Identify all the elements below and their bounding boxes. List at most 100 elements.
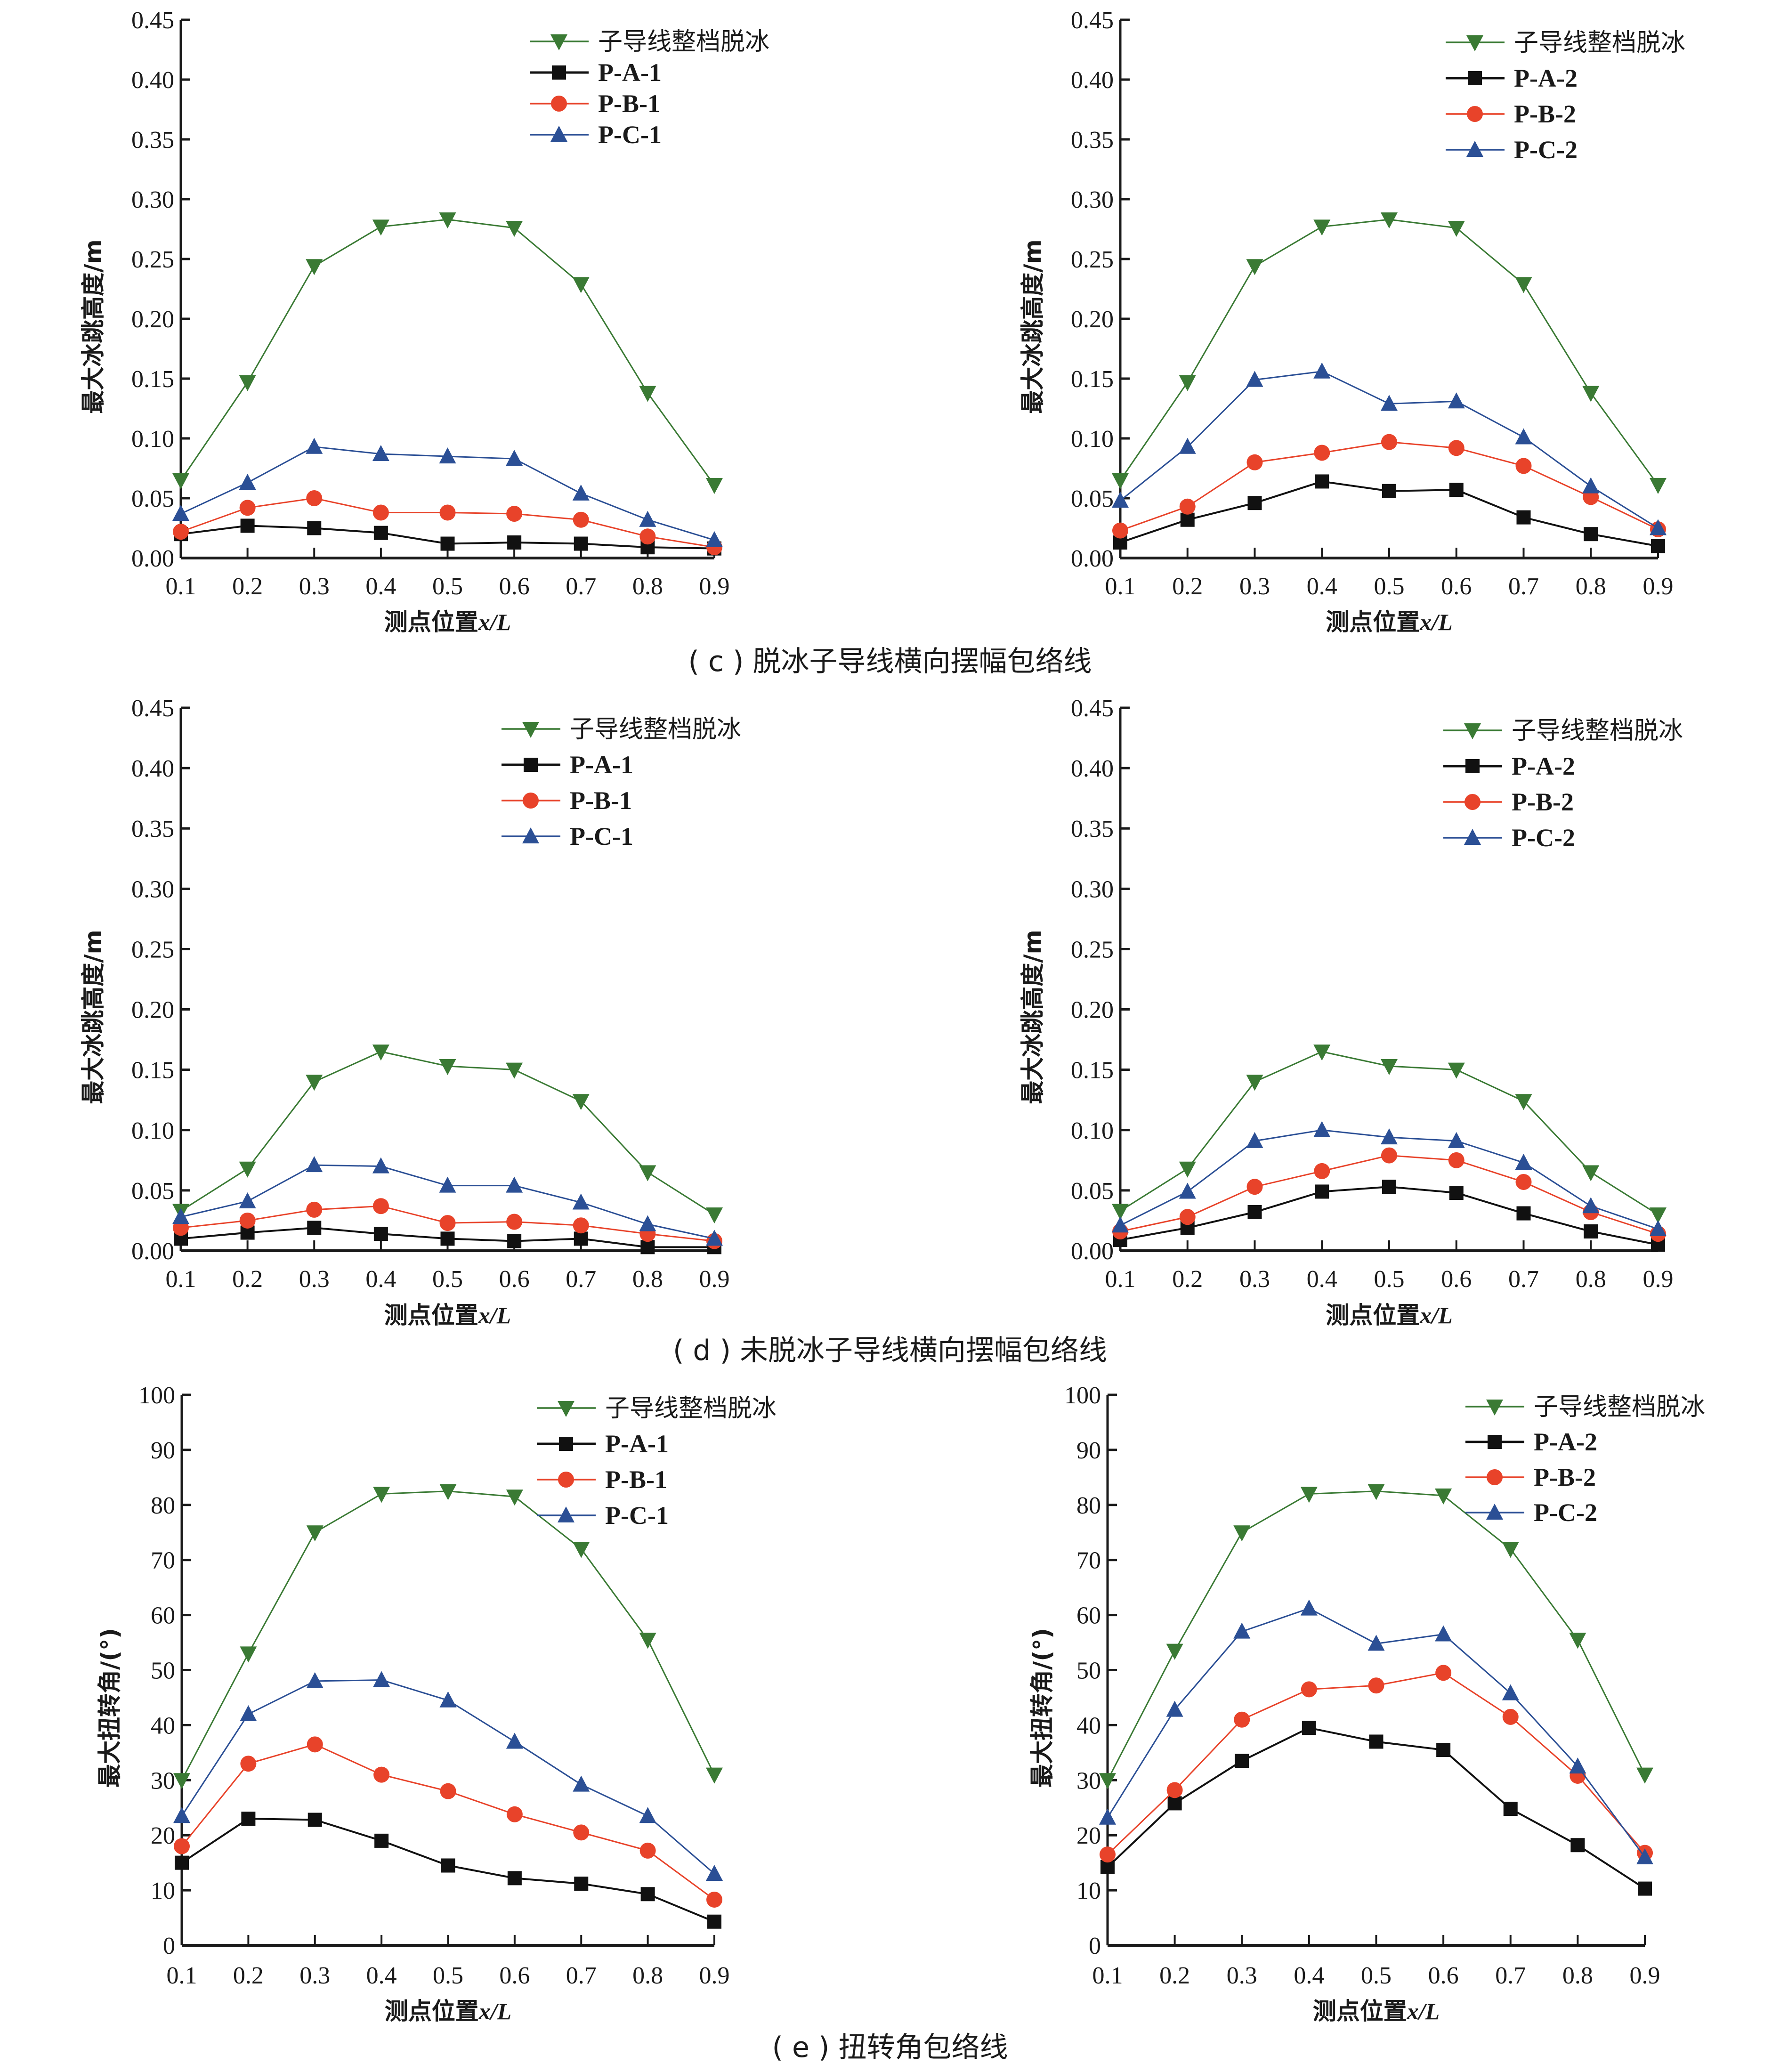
data-point — [374, 1833, 389, 1848]
data-point — [373, 1227, 388, 1241]
x-tick-label: 0.9 — [1630, 1962, 1660, 1989]
legend-label: P-A-1 — [570, 751, 633, 779]
x-tick-label: 0.6 — [499, 1962, 530, 1989]
data-point — [173, 1773, 190, 1789]
data-point — [1448, 1152, 1464, 1168]
data-point — [1112, 492, 1129, 508]
series-P-C-1 — [173, 1671, 723, 1881]
legend-label: P-B-1 — [570, 786, 632, 815]
data-point — [639, 1165, 656, 1182]
legend-label: P-C-1 — [598, 121, 662, 149]
legend-item: P-C-2 — [1465, 1498, 1597, 1527]
data-point — [1314, 1163, 1330, 1179]
y-tick-label: 0.40 — [131, 67, 174, 94]
x-axis-label: 测点位置x/L — [1326, 608, 1452, 636]
legend-item: P-C-1 — [530, 121, 662, 149]
data-point — [1502, 1542, 1519, 1558]
legend-item: P-B-2 — [1443, 788, 1574, 816]
y-tick-label: 0.00 — [1071, 1238, 1114, 1265]
x-tick-label: 0.4 — [366, 1962, 397, 1989]
data-point — [1313, 219, 1331, 236]
y-tick-label: 10 — [151, 1878, 175, 1904]
data-point — [1582, 1165, 1600, 1182]
y-tick-label: 0.35 — [1071, 816, 1114, 842]
series-line — [1120, 1186, 1659, 1246]
data-point — [174, 1838, 190, 1854]
x-tick-label: 0.2 — [232, 573, 263, 600]
data-point — [573, 1775, 590, 1792]
y-axis-label: 最大冰跳高度/m — [1019, 239, 1046, 413]
data-point — [639, 386, 656, 402]
data-point — [373, 1766, 390, 1783]
series-P-C-2 — [1099, 1599, 1653, 1864]
series-P-C-1 — [172, 1156, 723, 1246]
legend-marker-icon — [522, 827, 539, 843]
y-tick-label: 50 — [1076, 1658, 1101, 1684]
x-tick-label: 0.8 — [1562, 1962, 1593, 1989]
y-tick-label: 0.35 — [131, 816, 174, 842]
data-point — [372, 504, 389, 521]
legend-label: 子导线整档脱冰 — [1534, 1393, 1705, 1421]
data-point — [1381, 1128, 1398, 1145]
legend-label: P-A-2 — [1534, 1428, 1597, 1456]
legend-label: 子导线整档脱冰 — [570, 715, 741, 744]
data-point — [1435, 1488, 1452, 1505]
data-point — [506, 506, 523, 522]
data-point — [172, 1208, 189, 1224]
data-point — [640, 1240, 655, 1255]
data-point — [1382, 484, 1396, 498]
x-tick-label: 0.2 — [1172, 1266, 1203, 1293]
x-tick-label: 0.2 — [233, 1962, 264, 1989]
legend-item: P-A-2 — [1465, 1428, 1597, 1456]
data-point — [1179, 1209, 1196, 1225]
x-tick-label: 0.8 — [1576, 1266, 1606, 1293]
data-point — [306, 1525, 324, 1542]
legend-label: P-A-1 — [598, 58, 662, 87]
data-point — [1233, 1622, 1251, 1639]
data-point — [239, 1161, 256, 1178]
legend-item: P-A-2 — [1443, 752, 1575, 780]
legend-marker-icon — [558, 1506, 574, 1522]
data-point — [573, 1824, 590, 1841]
data-point — [306, 259, 323, 275]
y-axis-label: 最大冰跳高度/m — [80, 930, 107, 1104]
chart-d-right: 0.00 0.05 0.10 0.15 0.20 0.25 0.30 0.35 0.40 0.45… — [1019, 695, 1683, 1329]
legend-label: P-B-2 — [1514, 100, 1576, 128]
x-tick-label: 0.6 — [1428, 1962, 1459, 1989]
data-point — [1314, 445, 1330, 461]
legend-marker-icon — [1486, 1504, 1503, 1520]
data-point — [440, 1231, 455, 1246]
data-point — [1449, 1186, 1464, 1200]
data-point — [307, 1813, 322, 1827]
data-point — [1515, 1153, 1532, 1170]
y-tick-label: 0.10 — [1071, 1117, 1114, 1144]
data-point — [506, 1806, 523, 1822]
y-tick-label: 0.30 — [1071, 186, 1114, 213]
legend-item: P-C-1 — [537, 1501, 669, 1530]
data-point — [1302, 1721, 1316, 1735]
data-point — [506, 1176, 523, 1193]
x-axis-label: 测点位置x/L — [1313, 1998, 1440, 2025]
y-tick-label: 0.00 — [1071, 545, 1114, 572]
data-point — [1313, 362, 1331, 379]
series-line — [181, 1679, 715, 1875]
data-point — [1584, 1224, 1598, 1239]
x-tick-label: 0.8 — [632, 573, 663, 600]
data-point — [1435, 1625, 1452, 1642]
data-point — [1368, 1677, 1384, 1694]
data-point — [506, 1214, 523, 1230]
x-tick-label: 0.9 — [1643, 1266, 1674, 1293]
data-point — [1099, 1808, 1116, 1825]
series-P-C-1 — [172, 437, 723, 547]
data-point — [507, 1234, 522, 1248]
legend-label: 子导线整档脱冰 — [598, 28, 769, 56]
data-point — [1167, 1796, 1182, 1811]
data-point — [1166, 1643, 1183, 1660]
x-tick-label: 0.3 — [1227, 1962, 1257, 1989]
data-point — [572, 277, 590, 293]
data-point — [1638, 1881, 1652, 1896]
data-point — [639, 1807, 656, 1823]
data-point — [574, 536, 588, 551]
legend-item: P-A-2 — [1446, 64, 1578, 92]
x-tick-label: 0.4 — [1307, 1266, 1337, 1293]
